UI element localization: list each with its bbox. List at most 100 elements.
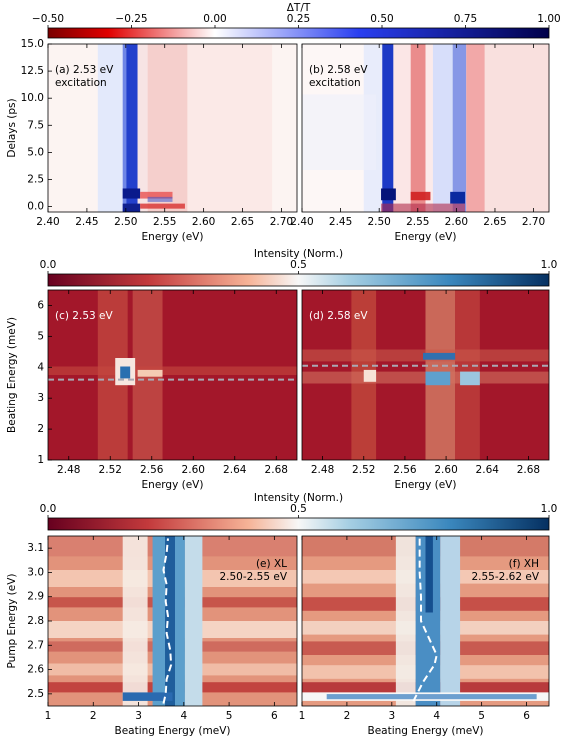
heatmap-band [423,352,456,360]
colorbar [47,27,550,39]
annotation: (c) 2.53 eV [55,310,113,322]
x-tick-label: 5 [226,710,233,722]
heatmap-band [425,371,451,386]
heatmap-band [147,196,173,202]
heatmap-band [165,536,175,706]
heatmap-band [410,191,431,201]
x-tick-label: 2.64 [223,464,247,476]
colorbar [47,273,550,287]
heatmap-band [460,371,480,386]
annotation: (d) 2.58 eV [309,310,368,322]
heatmap-band [97,44,126,212]
heatmap-band [302,94,377,170]
y-tick-label: 12.5 [21,65,44,77]
x-tick-label: 2.40 [290,216,313,228]
y-tick-label: 2.8 [27,615,44,627]
x-tick-label: 2.45 [329,216,352,228]
heatmap-band [450,191,466,204]
annotation: 2.50-2.55 eV [219,571,287,583]
colorbar-tick-label: 0.25 [287,13,310,25]
x-tick-label: 2.48 [57,464,80,476]
x-tick-label: 2.64 [476,464,500,476]
colorbar-tick-label: 0.5 [290,259,307,271]
annotation: excitation [309,77,361,89]
x-tick-label: 2.60 [445,216,468,228]
colorbar-tick-label: 0.75 [454,13,477,25]
plot-frame [47,43,298,213]
colorbar-tick-label: 0.0 [40,259,57,271]
x-tick-label: 2.50 [114,216,137,228]
x-tick-label: 2.56 [140,464,164,476]
x-tick-label: 6 [523,710,530,722]
peak-trace [162,538,173,704]
annotation: (e) XL [256,558,287,570]
peak-trace [412,538,438,702]
heatmap-band [452,44,467,212]
x-tick-label: 2 [90,710,97,722]
x-tick-label: 5 [478,710,485,722]
x-tick-label: 6 [271,710,278,722]
y-tick-label: 2.7 [27,639,44,651]
heatmap-band [466,44,485,212]
heatmap-band [122,203,141,212]
heatmap-band [410,44,426,212]
heatmap-band [393,44,411,212]
y-axis-label: Delays (ps) [6,98,18,157]
colorbar-label: ΔT/T [287,2,311,14]
heatmap-band [137,44,148,212]
y-axis-label: Beating Energy (meV) [6,317,18,433]
y-tick-label: 2.9 [27,591,44,603]
y-tick-label: 15.0 [21,38,44,50]
heatmap-band [140,203,185,209]
y-tick-label: 2.5 [27,688,44,700]
x-tick-label: 2.55 [406,216,429,228]
y-tick-label: 1 [37,454,44,466]
x-tick-label: 1 [299,710,306,722]
y-tick-label: 2.5 [27,173,44,185]
colorbar-tick-label: 1.00 [537,13,560,25]
x-tick-label: 2.60 [434,464,457,476]
x-tick-label: 2.65 [483,216,506,228]
x-axis-label: Beating Energy (meV) [115,725,231,737]
heatmap-band [381,203,466,212]
colorbar-tick-label: 0.0 [40,503,57,515]
heatmap-band [122,692,173,701]
heatmap-band [382,44,394,212]
plot-frame [301,289,550,461]
annotation: 2.55-2.62 eV [471,571,539,583]
y-tick-label: 0.0 [27,201,44,213]
heatmap-band [425,536,433,613]
x-tick-label: 3 [135,710,142,722]
heatmap-band [48,366,297,375]
y-axis-label: Pump Energy (eV) [6,574,18,669]
y-tick-label: 2.6 [27,664,44,676]
x-tick-label: 2.45 [75,216,98,228]
x-axis-label: Energy (eV) [395,479,457,491]
y-tick-label: 2 [37,423,44,435]
x-tick-label: 2.52 [99,464,122,476]
heatmap-band [140,191,173,199]
y-tick-label: 5.0 [27,146,44,158]
heatmap-band [147,44,188,212]
x-tick-label: 2.70 [270,216,293,228]
heatmap-band [137,369,163,377]
annotation: (f) XH [509,558,539,570]
heatmap-band [187,44,273,212]
heatmap-band [484,44,549,212]
colorbar-tick-label: 0.5 [290,503,307,515]
x-tick-label: 4 [180,710,187,722]
x-tick-label: 2.60 [192,216,215,228]
x-tick-label: 4 [433,710,440,722]
y-tick-label: 4 [37,361,44,373]
heatmap-band [122,188,141,199]
x-tick-label: 2.60 [182,464,205,476]
x-axis-label: Energy (eV) [142,231,204,243]
colorbar-tick-label: 1.0 [541,259,558,271]
y-tick-label: 3 [37,392,44,404]
plot-frame [47,289,298,461]
y-tick-label: 5 [37,330,44,342]
x-tick-label: 2.52 [352,464,375,476]
annotation: excitation [55,77,107,89]
